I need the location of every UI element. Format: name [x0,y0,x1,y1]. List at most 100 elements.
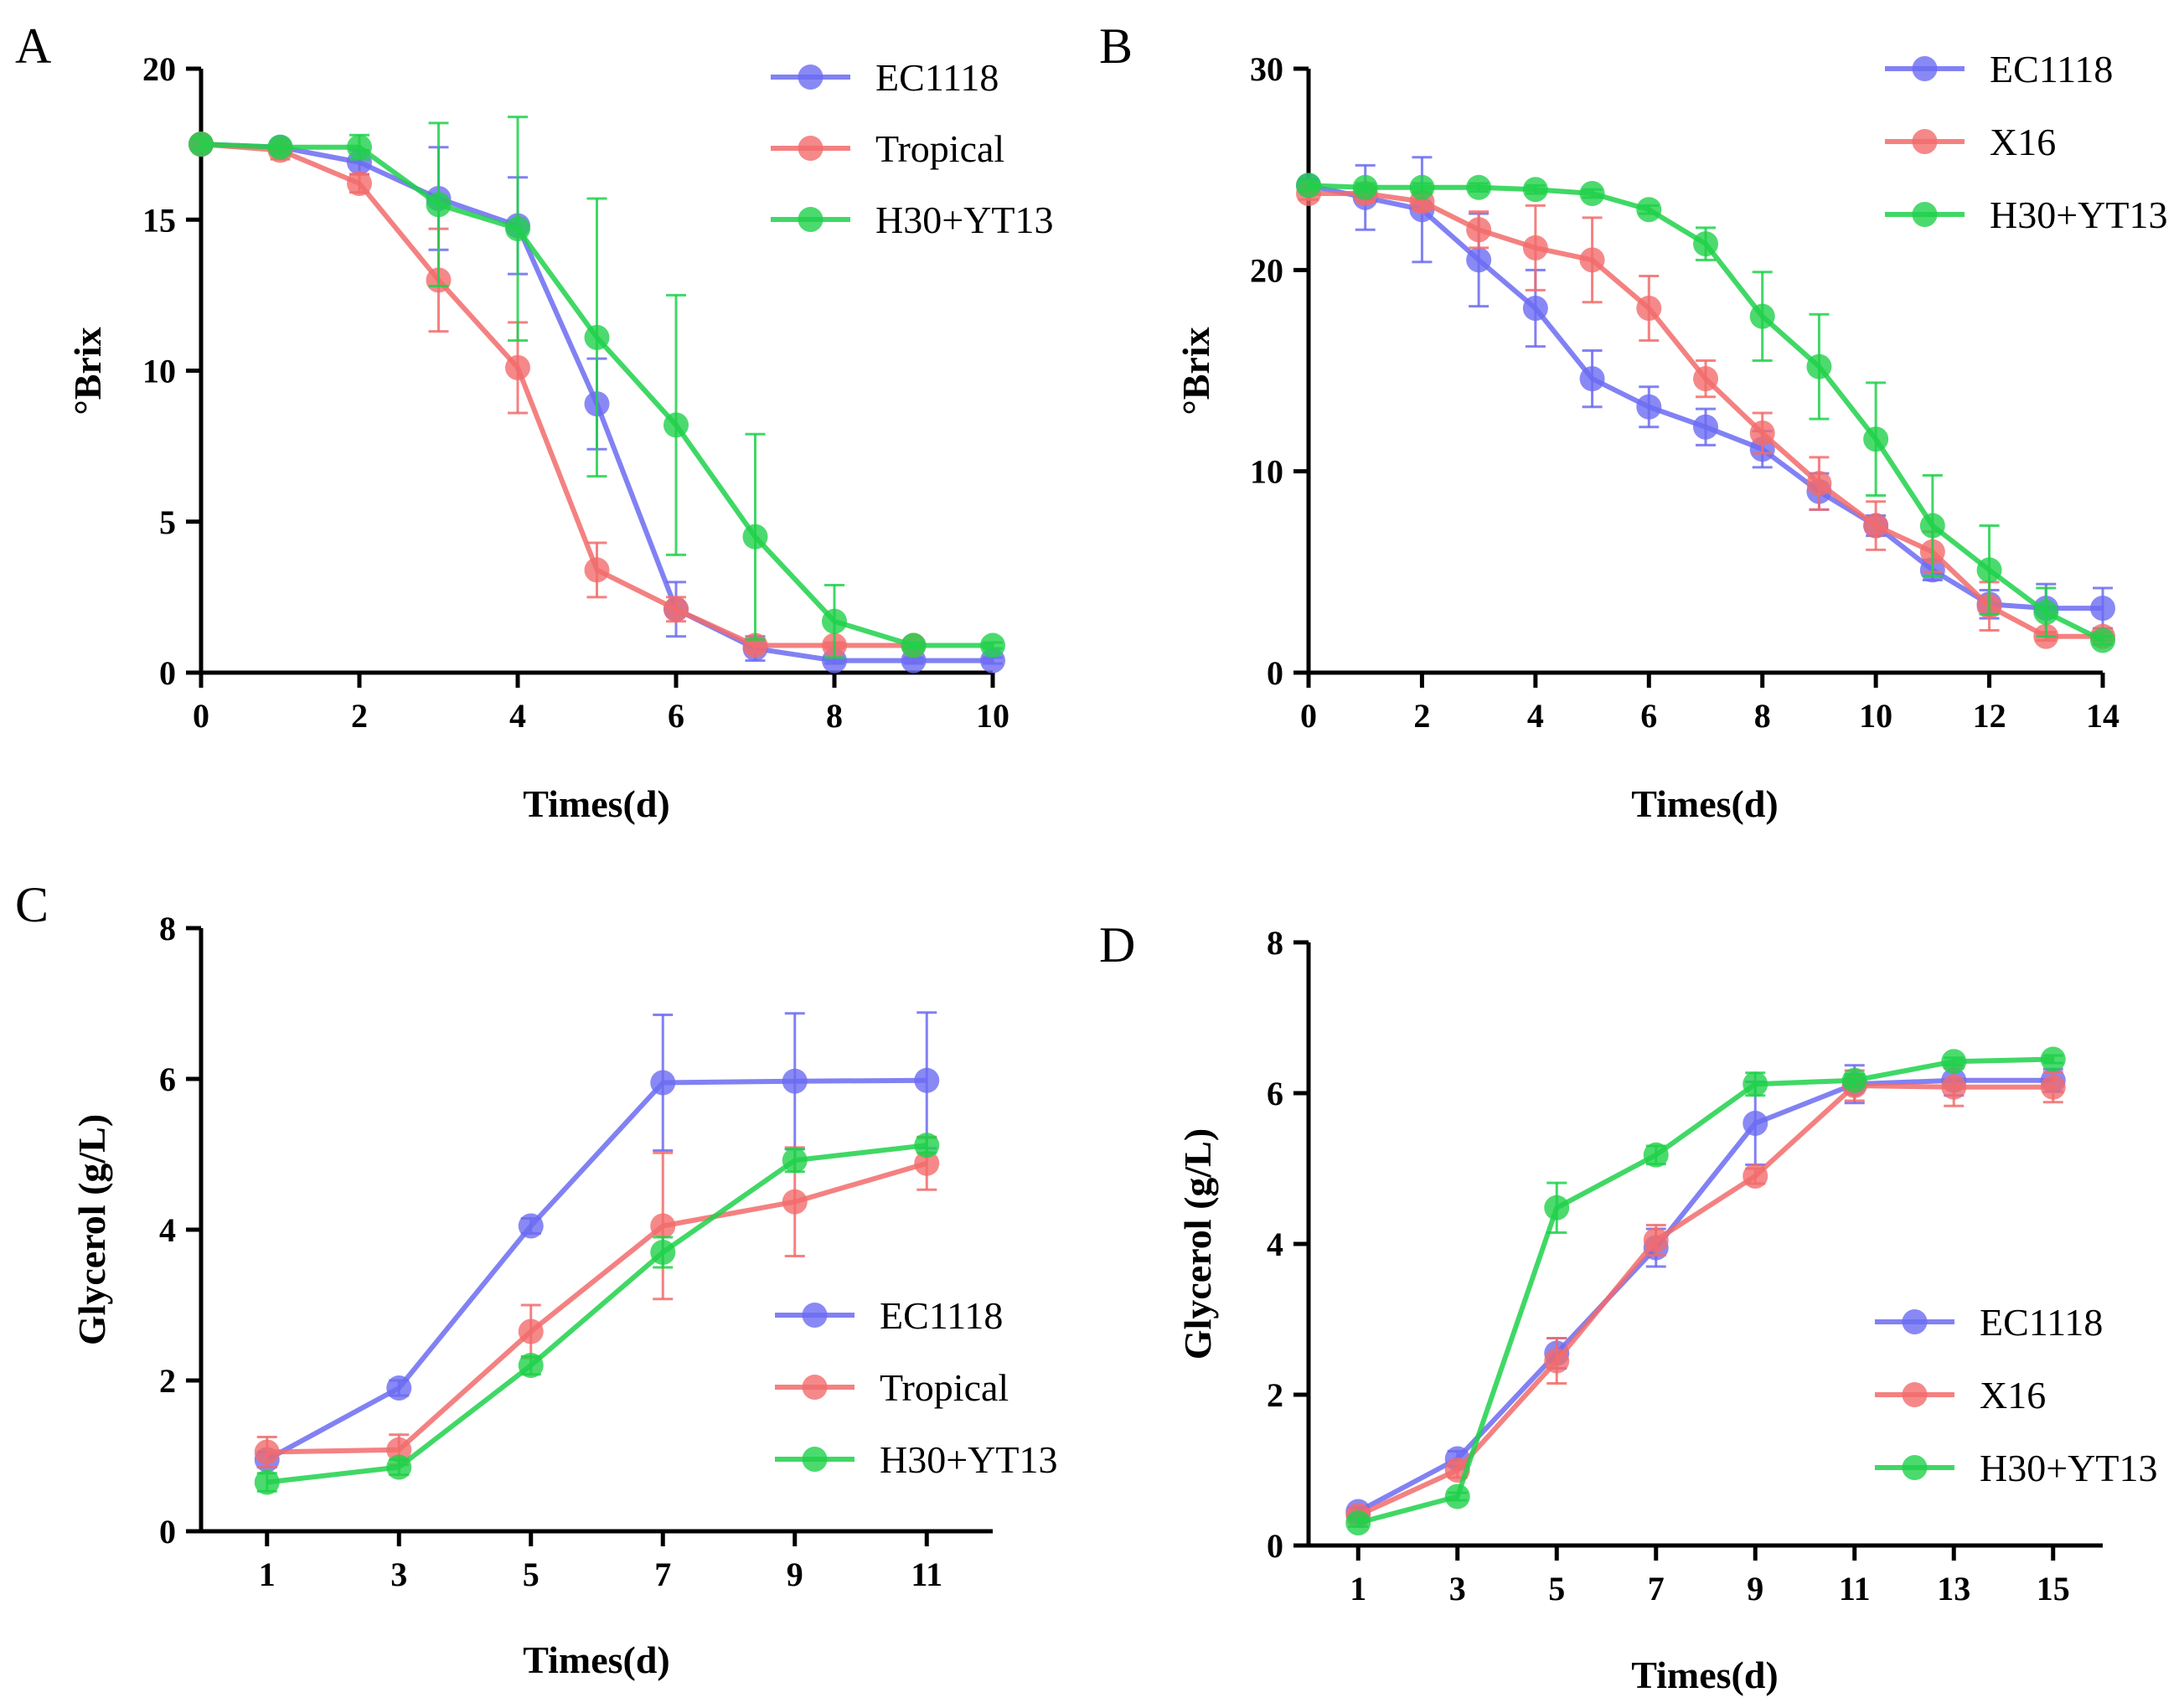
data-point [1579,181,1605,207]
y-tick-label: 15 [142,201,176,239]
series-line [200,142,914,648]
legend-marker [1902,1455,1928,1480]
series-H30+YT13 [254,1133,940,1495]
data-point [1743,1111,1768,1136]
data-point [1409,174,1435,200]
y-tick-label: 6 [1267,1075,1283,1112]
series-Tropical [254,1135,940,1468]
data-point [1863,513,1889,539]
data-point [1544,1348,1570,1374]
legend-marker [798,136,824,161]
data-point [584,324,610,350]
legend-marker [1902,1382,1928,1407]
data-point [914,1150,940,1176]
data-point [1636,394,1662,420]
x-tick-label: 11 [911,1556,942,1593]
y-tick-label: 20 [1250,251,1283,289]
y-tick-label: 0 [159,654,176,692]
data-point [1352,174,1378,200]
data-point [1636,295,1662,321]
data-point [1643,1227,1669,1253]
data-point [254,1439,280,1465]
data-point [505,216,530,242]
data-point [650,1240,676,1265]
x-tick-label: 0 [193,697,209,735]
data-point [518,1353,544,1378]
data-point [254,1469,280,1495]
y-tick-label: 8 [159,910,176,947]
series-H30+YT13 [1345,1046,2066,1535]
y-axis-title: °Brix [66,327,109,415]
legend-label: EC1118 [875,56,999,99]
y-tick-label: 0 [159,1513,176,1551]
panel-C: C 0 2 4 6 8 1 3 5 7 9 11 Times(d) Glycerol (g/L) EC111… [15,877,1057,1681]
x-tick-label: 7 [654,1556,671,1593]
data-point [663,596,689,622]
x-tick-label: 0 [1300,697,1317,735]
data-point [2090,596,2115,622]
data-point [1806,353,1832,379]
x-tick-label: 2 [351,697,368,735]
data-point [1345,1510,1371,1535]
data-point [518,1318,544,1344]
y-axis-title: Glycerol (g/L) [70,1114,113,1345]
x-tick-label: 5 [523,1556,540,1593]
y-tick-label: 5 [159,503,176,541]
data-point [650,1070,676,1096]
x-tick-label: 6 [668,697,684,735]
data-point [1444,1484,1470,1509]
data-point [1749,303,1775,329]
data-point [1941,1049,1967,1075]
x-tick-label: 8 [1754,697,1771,735]
panel-letter: D [1099,917,1135,973]
x-tick-label: 3 [1449,1570,1466,1607]
y-tick-label: 0 [1267,1527,1283,1565]
data-point [901,632,927,658]
data-point [1643,1142,1669,1168]
data-point [267,134,293,160]
series-line [266,1077,927,1463]
x-tick-label: 10 [1859,697,1892,735]
x-tick-label: 9 [1747,1570,1763,1607]
legend-label: H30+YT13 [875,199,1053,241]
data-point [584,557,610,583]
series-X16 [1296,181,2115,649]
data-point [1693,366,1718,392]
data-point [386,1437,412,1463]
series-line [266,1143,927,1485]
data-point [1466,174,1492,200]
data-point [2040,1074,2066,1100]
legend-label: Tropical [875,127,1004,170]
data-point [1522,235,1548,261]
y-tick-label: 30 [1250,50,1283,88]
data-point [1466,217,1492,243]
data-point [347,134,372,160]
x-tick-label: 14 [2086,697,2119,735]
data-point [914,1067,940,1093]
data-point [980,632,1005,658]
x-tick-label: 1 [1350,1570,1366,1607]
data-point [188,132,214,157]
data-point [1466,247,1492,273]
data-point [1863,426,1889,452]
legend-marker [798,65,824,90]
data-point [1693,414,1718,440]
data-point [1636,197,1662,223]
legend-label: X16 [1980,1374,2046,1416]
x-tick-label: 10 [976,697,1009,735]
data-point [1522,295,1548,321]
data-point [347,170,372,196]
x-tick-label: 1 [259,1556,276,1593]
panel-A: A 0 5 10 15 20 0 2 4 6 8 10 Times(d) °Brix EC1118 Tropi… [15,18,1053,825]
data-point [1522,177,1548,203]
legend-marker [1902,1309,1928,1334]
data-point [1579,366,1605,392]
legend-marker [1912,202,1938,227]
data-point [2090,627,2115,653]
data-point [1743,1071,1768,1097]
legend-marker [802,1375,828,1400]
legend-label: EC1118 [1980,1301,2103,1344]
x-axis-title: Times(d) [1631,1654,1779,1696]
data-point [1941,1074,1967,1100]
